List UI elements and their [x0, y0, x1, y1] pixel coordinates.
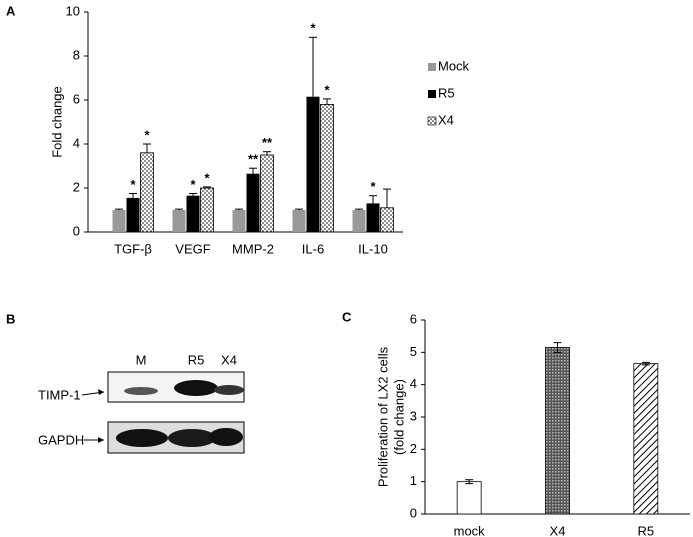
bar	[292, 210, 306, 232]
x-tick-label: IL-10	[358, 241, 388, 256]
x-tick-label: mock	[454, 523, 486, 537]
bar	[260, 154, 274, 233]
significance: *	[204, 170, 210, 185]
panel-label: C	[342, 309, 352, 324]
x-tick-label: IL-6	[302, 241, 324, 256]
bar	[232, 210, 246, 232]
x-tick-label: MMP-2	[232, 241, 274, 256]
bar	[246, 173, 260, 232]
significance: *	[130, 177, 136, 192]
arrow-head	[98, 389, 104, 395]
bar	[172, 210, 186, 232]
bar	[456, 481, 482, 515]
bar	[320, 104, 334, 233]
lane-label: M	[136, 352, 147, 367]
legend-swatch	[428, 90, 436, 98]
bar	[112, 210, 126, 232]
y-tick-label: 5	[410, 344, 417, 359]
significance: *	[310, 21, 316, 36]
significance: *	[370, 179, 376, 194]
y-tick-label: 1	[410, 473, 417, 488]
significance: *	[324, 82, 330, 97]
significance: *	[190, 177, 196, 192]
row-label: GAPDH	[38, 432, 84, 447]
y-axis-label: (fold change)	[391, 379, 406, 455]
row-label: TIMP-1	[38, 387, 81, 402]
bar	[633, 363, 659, 515]
y-tick-label: 0	[410, 505, 417, 520]
lane-label: X4	[221, 352, 237, 367]
band	[209, 428, 243, 446]
lane-label: R5	[188, 352, 205, 367]
bar	[380, 207, 394, 233]
blot: B M R5 X4 TIMP-1 GAPDH	[6, 311, 245, 454]
bar	[126, 197, 140, 232]
bar	[366, 203, 380, 232]
x-tick-label: X4	[550, 523, 566, 537]
band	[124, 387, 158, 395]
bar	[200, 187, 214, 233]
y-tick-label: 4	[73, 135, 80, 150]
x-tick-label: R5	[638, 523, 655, 537]
bar	[140, 152, 154, 233]
y-tick-label: 6	[410, 311, 417, 326]
bar	[186, 195, 200, 232]
bar	[306, 96, 320, 232]
legend-label: X4	[438, 112, 454, 127]
y-tick-label: 3	[410, 408, 417, 423]
y-tick-label: 8	[73, 47, 80, 62]
legend-swatch	[428, 63, 436, 71]
band	[168, 429, 216, 447]
y-axis-label: Proliferation of LX2 cells	[375, 346, 390, 487]
significance: *	[144, 127, 150, 142]
arrow-head	[98, 437, 104, 443]
y-tick-label: 10	[66, 3, 80, 18]
y-tick-label: 2	[73, 179, 80, 194]
y-tick-label: 4	[410, 376, 417, 391]
y-tick-label: 2	[410, 441, 417, 456]
x-tick-label: VEGF	[175, 241, 210, 256]
panel-label: B	[6, 311, 15, 326]
legend-label: Mock	[438, 58, 470, 73]
y-tick-label: 6	[73, 91, 80, 106]
y-axis-label: Fold change	[49, 86, 64, 158]
panel-label: A	[6, 3, 16, 18]
bar	[352, 210, 366, 232]
band	[214, 385, 244, 395]
significance: **	[262, 135, 273, 150]
band	[116, 429, 168, 447]
significance: **	[248, 152, 259, 167]
bar	[545, 347, 570, 515]
y-tick-label: 0	[73, 223, 80, 238]
x-tick-label: TGF-β	[114, 241, 152, 256]
band	[174, 380, 218, 396]
legend-swatch	[427, 116, 437, 126]
legend-label: R5	[438, 85, 455, 100]
